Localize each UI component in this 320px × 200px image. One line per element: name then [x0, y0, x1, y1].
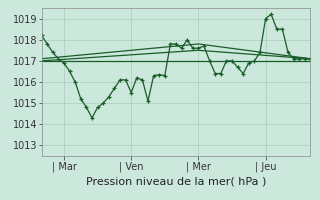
X-axis label: Pression niveau de la mer( hPa ): Pression niveau de la mer( hPa )	[86, 176, 266, 186]
